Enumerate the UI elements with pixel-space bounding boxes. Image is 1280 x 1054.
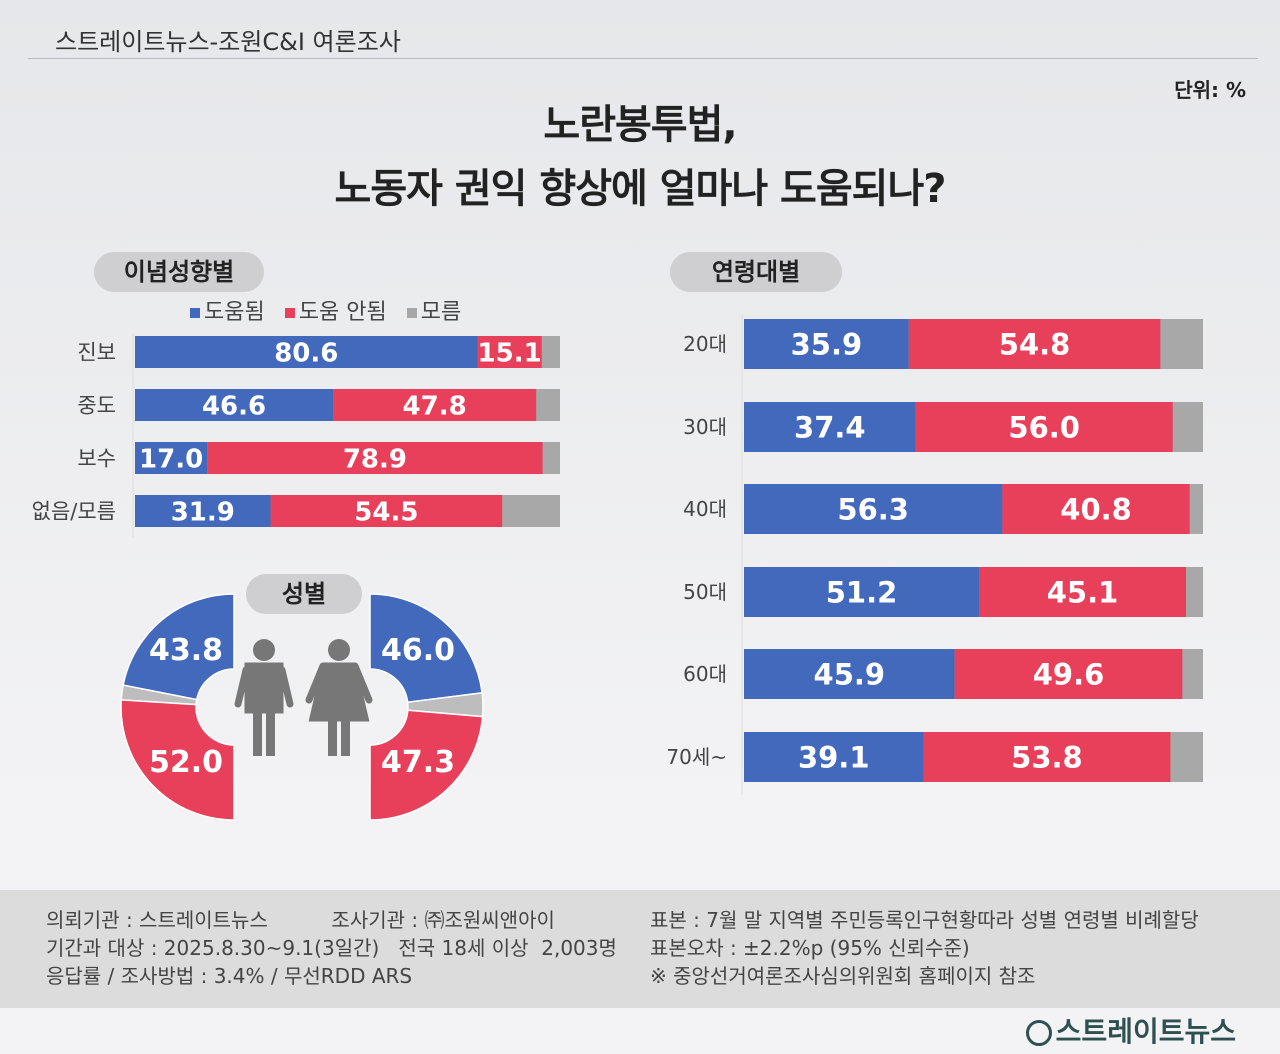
donut-nohelp: [120, 699, 235, 821]
bar-nohelp: [954, 649, 1183, 699]
chart-canvas: 진보 80.6 15.1 중도 46.6 47.8 보수 17.0 78.9 없음/모름 31.9 5…: [32, 314, 1203, 821]
male-icon: [253, 639, 275, 661]
donut-nohelp: [369, 709, 484, 821]
footer-left-3: 응답률 / 조사방법 : 3.4% / 무선RDD ARS: [46, 964, 413, 988]
leg: [266, 708, 275, 756]
donut-label-nohelp: 52.0: [149, 745, 223, 780]
female-icon: [328, 639, 350, 661]
category-label: 60대: [683, 662, 727, 686]
divider: [28, 58, 1258, 59]
logo: 스트레이트뉴스: [1025, 1010, 1236, 1050]
donut-label-help: 46.0: [381, 633, 455, 668]
unit-label: 단위: %: [1174, 78, 1246, 102]
ideology-pill: 이념성향별: [94, 252, 264, 292]
value-label-help: 51.2: [826, 575, 898, 609]
footer-left-1: 의뢰기관 : 스트레이트뉴스 조사기관 : ㈜조원씨앤아이: [46, 908, 555, 932]
legend: 도움됨 도움 안됨 모름: [190, 294, 461, 326]
footer-left-2: 기간과 대상 : 2025.8.30~9.1(3일간) 전국 18세 이상 2,…: [46, 936, 617, 960]
value-label-help: 17.0: [139, 444, 203, 474]
category-label: 30대: [683, 415, 727, 439]
category-label: 중도: [77, 394, 116, 418]
legend-nohelp: 도움 안됨: [284, 294, 387, 326]
value-label-help: 80.6: [274, 338, 338, 368]
value-label-help: 39.1: [798, 740, 870, 774]
category-label: 70세~: [666, 745, 727, 769]
category-label: 50대: [683, 580, 727, 604]
leg: [328, 716, 337, 756]
category-label: 보수: [77, 447, 116, 471]
value-label-nohelp: 56.0: [1008, 410, 1080, 444]
value-label-nohelp: 49.6: [1033, 657, 1105, 691]
bar-help: [744, 484, 1003, 534]
category-label: 20대: [683, 332, 727, 356]
bar-help: [135, 442, 208, 474]
bar-nohelp: [923, 732, 1171, 782]
male-body: [234, 662, 294, 714]
leg: [253, 708, 262, 756]
bar-help: [135, 495, 271, 527]
bar-nohelp: [1002, 484, 1190, 534]
category-label: 40대: [683, 497, 727, 521]
value-label-nohelp: 54.8: [999, 327, 1071, 361]
bar-nohelp: [207, 442, 543, 474]
donut-help: [369, 593, 483, 704]
value-label-nohelp: 78.9: [343, 444, 407, 474]
gender-pill: 성별: [246, 574, 362, 614]
value-label-help: 46.6: [202, 391, 266, 421]
value-label-help: 45.9: [814, 657, 886, 691]
bar-nohelp: [477, 336, 542, 368]
bar-help: [135, 336, 478, 368]
leg: [341, 716, 350, 756]
footer-right-2: 표본오차 : ±2.2%p (95% 신뢰수준): [650, 936, 970, 960]
category-label: 진보: [77, 341, 116, 365]
bar-help: [744, 649, 955, 699]
bar-nohelp: [333, 389, 537, 421]
value-label-help: 56.3: [837, 492, 909, 526]
footer-right-1: 표본 : 7월 말 지역별 주민등록인구현황따라 성별 연령별 비례할당: [650, 908, 1199, 932]
bar-help: [744, 319, 909, 369]
bar-nohelp: [979, 567, 1187, 617]
bar-help: [744, 402, 916, 452]
age-pill: 연령대별: [670, 252, 842, 292]
title-line1: 노란봉투법,: [543, 102, 737, 148]
title-line2: 노동자 권익 향상에 얼마나 도움되나?: [334, 166, 947, 212]
legend-unknown: 모름: [406, 294, 461, 326]
bar-nohelp: [270, 495, 503, 527]
donut-label-nohelp: 47.3: [381, 745, 455, 780]
category-label: 없음/모름: [32, 500, 116, 524]
source-label: 스트레이트뉴스-조원C&I 여론조사: [55, 28, 401, 56]
value-label-nohelp: 40.8: [1060, 492, 1132, 526]
donut-help: [122, 593, 235, 701]
female-body: [305, 662, 373, 722]
bar-help: [135, 389, 334, 421]
value-label-nohelp: 15.1: [478, 338, 542, 368]
value-label-nohelp: 45.1: [1047, 575, 1119, 609]
value-label-nohelp: 53.8: [1011, 740, 1083, 774]
bar-nohelp: [915, 402, 1173, 452]
value-label-help: 37.4: [794, 410, 866, 444]
bar-help: [744, 567, 980, 617]
donut-label-help: 43.8: [149, 633, 223, 668]
value-label-nohelp: 47.8: [403, 391, 467, 421]
footer-right-3: ※ 중앙선거여론조사심의위원회 홈페이지 참조: [650, 964, 1036, 988]
footer: 의뢰기관 : 스트레이트뉴스 조사기관 : ㈜조원씨앤아이 기간과 대상 : 2…: [0, 890, 1280, 1008]
value-label-help: 31.9: [171, 497, 235, 527]
value-label-nohelp: 54.5: [354, 497, 418, 527]
bar-nohelp: [908, 319, 1161, 369]
logo-icon: [1025, 1020, 1052, 1046]
legend-help: 도움됨: [190, 294, 265, 326]
value-label-help: 35.9: [791, 327, 863, 361]
bar-help: [744, 732, 924, 782]
